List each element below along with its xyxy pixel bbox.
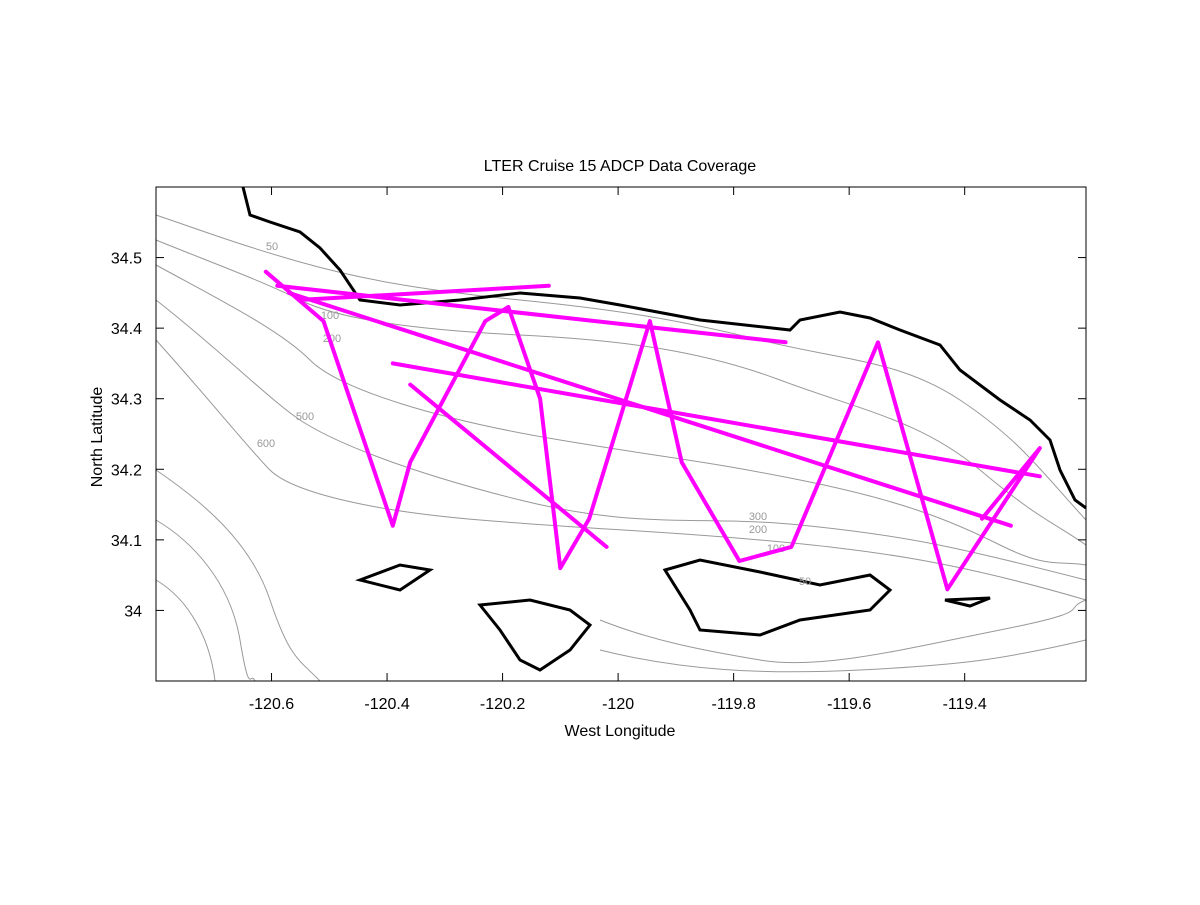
x-tick-label: -120.2 — [480, 696, 525, 713]
chart-title: LTER Cruise 15 ADCP Data Coverage — [484, 158, 757, 175]
coastline — [241, 186, 1087, 672]
x-tick-label: -119.6 — [827, 696, 871, 713]
axes-box — [155, 186, 1087, 682]
contour-label: 200 — [749, 524, 767, 536]
cruise-track — [263, 269, 1042, 592]
x-tick-label: -120.6 — [249, 696, 294, 713]
contour-label: 600 — [257, 438, 275, 450]
y-tick-label: 34.3 — [111, 392, 142, 409]
contour-label: 500 — [296, 411, 314, 423]
y-tick-label: 34.5 — [111, 251, 142, 268]
y-tick-label: 34 — [124, 603, 142, 620]
x-axis-label: West Longitude — [565, 723, 676, 740]
x-tick-label: -119.8 — [712, 696, 756, 713]
x-tick-label: -119.4 — [943, 696, 987, 713]
contour-label: 300 — [749, 511, 767, 523]
y-tick-label: 34.4 — [111, 321, 142, 338]
contour-label: 50 — [799, 576, 811, 588]
x-tick-label: -120 — [602, 696, 634, 713]
x-tick-label: -120.4 — [364, 696, 409, 713]
contour-label: 100 — [321, 310, 339, 322]
y-tick-label: 34.2 — [111, 462, 142, 479]
y-tick-label: 34.1 — [111, 533, 142, 550]
contour-label: 50 — [266, 241, 278, 253]
y-axis-label: North Latitude — [89, 387, 106, 488]
